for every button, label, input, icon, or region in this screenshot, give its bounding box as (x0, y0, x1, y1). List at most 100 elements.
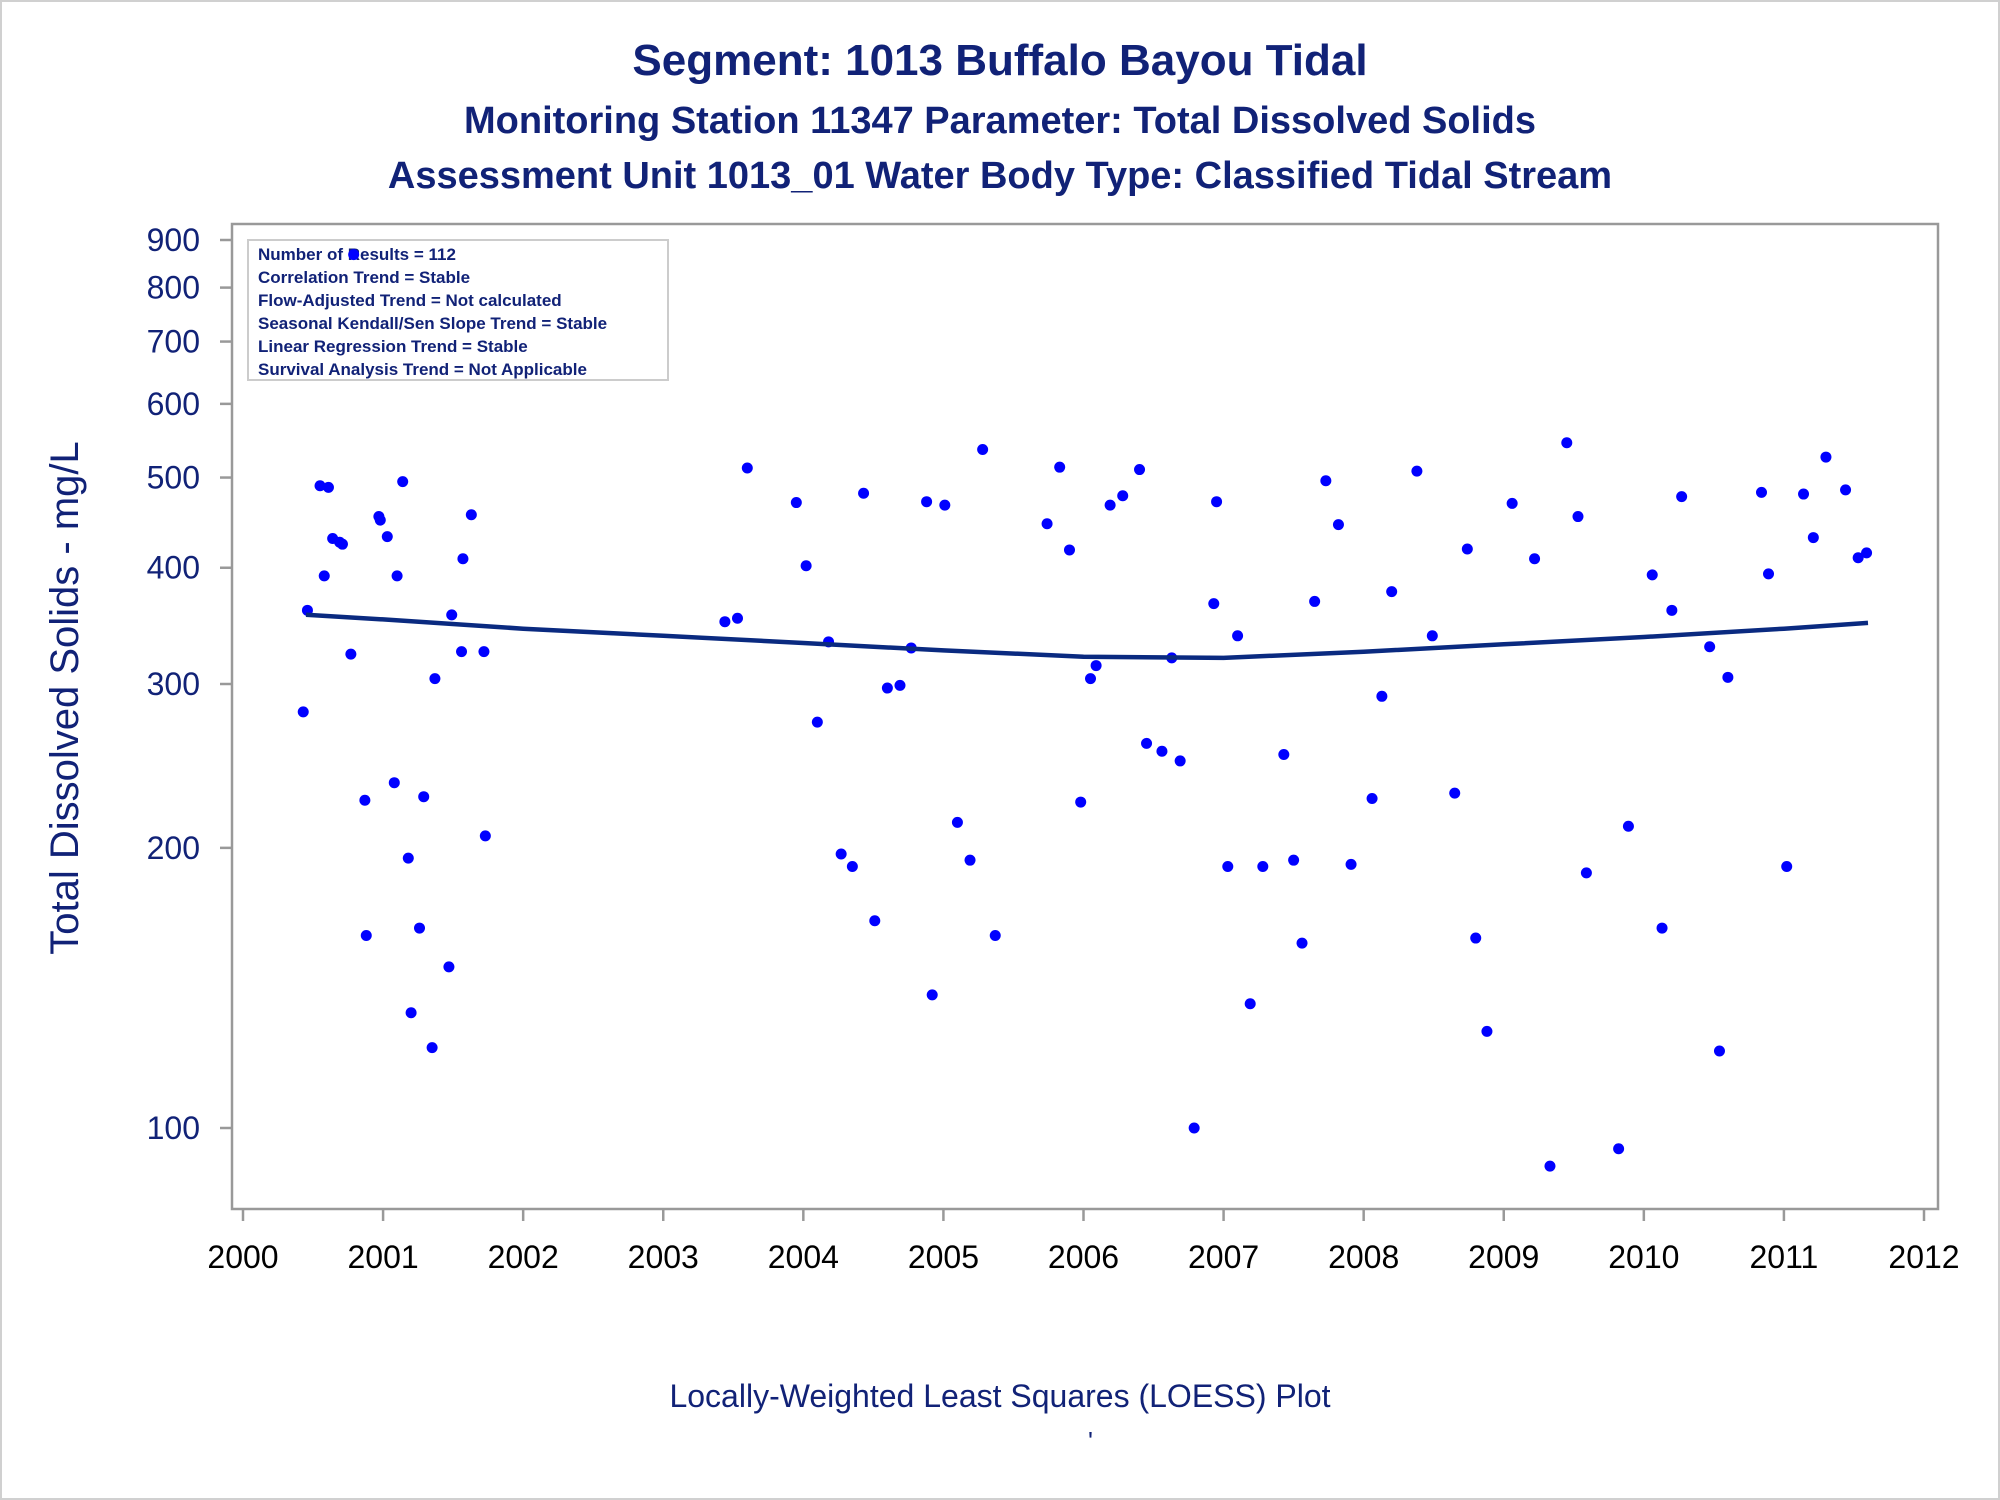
data-point (297, 706, 309, 718)
data-points (297, 249, 1873, 1172)
data-point (1211, 496, 1223, 508)
data-point (939, 499, 951, 511)
data-point (951, 816, 963, 828)
data-point (397, 476, 409, 488)
x-tick-label: 2008 (1328, 1239, 1399, 1275)
x-tick-label: 2010 (1608, 1239, 1679, 1275)
x-tick-label: 2002 (488, 1239, 559, 1275)
y-tick-label: 400 (147, 550, 200, 586)
loess-line (305, 612, 1869, 661)
x-tick-label: 2005 (908, 1239, 979, 1275)
data-point (446, 609, 458, 621)
data-point (1656, 922, 1668, 934)
data-point (1085, 673, 1097, 685)
footnote-mark: ' (1088, 1426, 1093, 1456)
data-point (478, 646, 490, 658)
y-tick-label: 100 (147, 1110, 200, 1146)
data-point (869, 915, 881, 927)
data-point (1572, 511, 1584, 523)
data-point (1309, 595, 1321, 607)
data-point (1449, 787, 1461, 799)
data-point (1470, 932, 1482, 944)
data-point (1807, 532, 1819, 544)
x-tick-label: 2011 (1750, 1239, 1819, 1275)
data-point (1613, 1143, 1625, 1155)
data-point (1104, 499, 1116, 511)
x-tick-label: 2000 (207, 1239, 278, 1275)
data-point (336, 538, 348, 550)
y-tick-label: 700 (147, 324, 200, 360)
chart-title: Segment: 1013 Buffalo Bayou Tidal (632, 36, 1368, 85)
data-point (381, 531, 393, 543)
data-point (1296, 937, 1308, 949)
data-point (465, 509, 477, 521)
data-point (964, 854, 976, 866)
data-point (1208, 598, 1220, 610)
data-point (388, 777, 400, 789)
data-point (1861, 547, 1873, 559)
chart-subtitle: Monitoring Station 11347 Parameter: Tota… (464, 100, 1536, 142)
data-point (418, 791, 430, 803)
stats-box-line: Seasonal Kendall/Sen Slope Trend = Stabl… (258, 314, 607, 333)
data-point (800, 560, 812, 572)
data-point (977, 443, 989, 455)
data-point (926, 989, 938, 1001)
data-point (1756, 486, 1768, 498)
data-point (1798, 488, 1810, 500)
data-point (1332, 519, 1344, 531)
data-point (1134, 464, 1146, 476)
data-point (1781, 860, 1793, 872)
data-point (1376, 690, 1388, 702)
data-point (1426, 630, 1438, 642)
data-point (1063, 544, 1075, 556)
x-tick-label: 2006 (1048, 1239, 1119, 1275)
data-point (921, 496, 933, 508)
data-point (1117, 490, 1129, 502)
chart-subtitle-2: Assessment Unit 1013_01 Water Body Type:… (387, 155, 1613, 197)
data-point (1544, 1160, 1556, 1172)
data-point (359, 794, 371, 806)
x-tick-label: 2007 (1188, 1239, 1259, 1275)
data-point (1232, 630, 1244, 642)
data-point (402, 852, 414, 864)
data-point (1041, 518, 1053, 530)
data-point (391, 570, 403, 582)
data-point (348, 249, 360, 261)
data-point (1481, 1025, 1493, 1037)
data-point (1722, 671, 1734, 683)
data-point (858, 487, 870, 499)
stats-box-line: Flow-Adjusted Trend = Not calculated (258, 291, 562, 310)
data-point (1461, 543, 1473, 555)
data-point (881, 682, 893, 694)
data-point (479, 830, 491, 842)
data-point (1580, 867, 1592, 879)
data-point (1646, 569, 1658, 581)
y-axis-label: Total Dissolved Solids - mg/L (43, 441, 87, 955)
data-point (443, 961, 455, 973)
plot-area (230, 222, 1940, 1211)
x-axis: 2000 2001 2002 2003 2004 2005 2006 2007 2008 2009… (207, 1209, 1960, 1275)
data-point (322, 481, 334, 493)
data-point (790, 497, 802, 509)
data-point (1529, 553, 1541, 565)
data-point (1622, 820, 1634, 832)
data-point (1820, 451, 1832, 463)
y-tick-label: 900 (147, 222, 200, 258)
data-point (1222, 860, 1234, 872)
y-tick-label: 200 (147, 830, 200, 866)
data-point (1713, 1045, 1725, 1057)
data-point (1386, 586, 1398, 598)
data-point (1075, 796, 1087, 808)
data-point (345, 648, 357, 660)
data-point (1411, 465, 1423, 477)
data-point (429, 673, 441, 685)
data-point (426, 1042, 438, 1054)
x-tick-label: 2004 (768, 1239, 839, 1275)
data-point (1278, 748, 1290, 760)
data-point (1345, 858, 1357, 870)
y-tick-label: 500 (147, 460, 200, 496)
data-point (360, 930, 372, 942)
data-point (1174, 755, 1186, 767)
data-point (1188, 1122, 1200, 1134)
data-point (1666, 604, 1678, 616)
